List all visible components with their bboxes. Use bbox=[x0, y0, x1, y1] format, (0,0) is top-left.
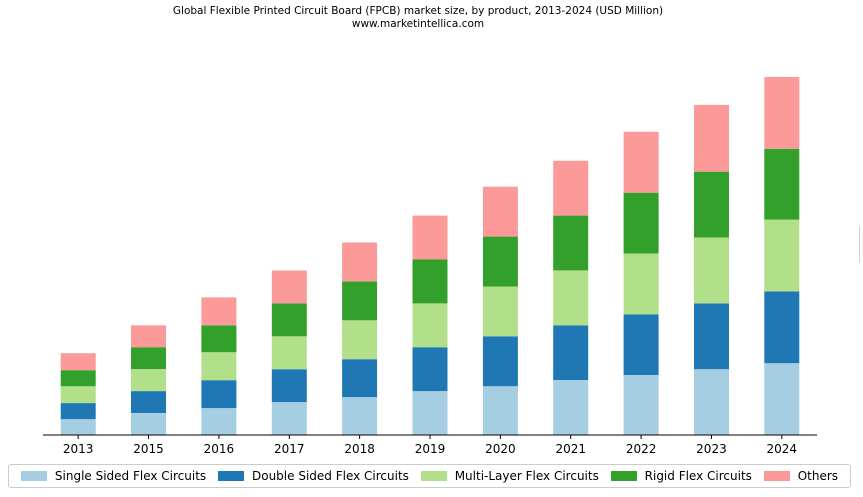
x-tick-label: 2020 bbox=[485, 442, 516, 456]
bar-segment-2023-5 bbox=[694, 104, 729, 172]
bar-segment-2022-3 bbox=[623, 253, 659, 315]
bar-segment-2019-5 bbox=[412, 215, 448, 260]
bar-segment-2019-1 bbox=[412, 391, 448, 435]
x-tick-label: 2016 bbox=[204, 442, 235, 456]
legend-label: Others bbox=[797, 469, 839, 483]
bar-segment-2021-4 bbox=[553, 215, 589, 271]
bar-segment-2013-4 bbox=[60, 370, 96, 387]
bar-segment-2017-5 bbox=[271, 270, 307, 304]
x-ticks-group: 2013 2015 2016 2017 2018 2019 2020 2021 2022 2023… bbox=[63, 435, 797, 456]
bar-segment-2015-4 bbox=[131, 347, 166, 370]
bar-segment-2023-1 bbox=[694, 369, 729, 435]
bar-segment-2017-2 bbox=[271, 369, 307, 403]
legend-item: Others bbox=[763, 469, 839, 483]
bar-segment-2023-2 bbox=[694, 303, 729, 370]
bar-segment-2015-3 bbox=[131, 369, 166, 392]
bar-segment-2022-2 bbox=[623, 314, 659, 376]
legend-label: Double Sided Flex Circuits bbox=[251, 469, 409, 483]
bar-segment-2015-5 bbox=[131, 325, 166, 348]
x-tick-label: 2021 bbox=[555, 442, 586, 456]
bar-segment-2013-2 bbox=[60, 403, 96, 420]
bar-segment-2013-1 bbox=[60, 419, 96, 435]
bar-segment-2019-3 bbox=[412, 303, 448, 348]
bar-segment-2016-4 bbox=[201, 325, 237, 353]
bar-segment-2017-1 bbox=[271, 402, 307, 435]
x-tick-label: 2017 bbox=[274, 442, 305, 456]
legend-swatch bbox=[610, 471, 637, 481]
x-tick-label: 2018 bbox=[344, 442, 375, 456]
bar-segment-2021-1 bbox=[553, 380, 589, 435]
bar-segment-2024-3 bbox=[764, 219, 800, 292]
bar-segment-2021-5 bbox=[553, 160, 589, 216]
bar-segment-2016-2 bbox=[201, 380, 237, 409]
legend-label: Single Sided Flex Circuits bbox=[54, 469, 207, 483]
bar-segment-2020-2 bbox=[482, 336, 518, 387]
bars-group bbox=[60, 77, 800, 435]
legend-swatch bbox=[20, 471, 47, 481]
legend-label: Rigid Flex Circuits bbox=[644, 469, 752, 483]
bar-segment-2018-4 bbox=[342, 281, 378, 321]
bar-segment-2024-2 bbox=[764, 291, 800, 364]
bar-segment-2016-3 bbox=[201, 352, 237, 381]
bar-segment-2017-4 bbox=[271, 303, 307, 337]
x-tick-label: 2024 bbox=[767, 442, 798, 456]
bar-segment-2021-2 bbox=[553, 325, 589, 381]
bar-segment-2016-5 bbox=[201, 297, 237, 326]
legend-item: Multi-Layer Flex Circuits bbox=[420, 469, 599, 483]
bar-segment-2015-2 bbox=[131, 391, 166, 413]
bar-segment-2023-4 bbox=[694, 171, 729, 238]
bar-segment-2015-1 bbox=[131, 413, 166, 435]
legend-swatch bbox=[420, 471, 447, 481]
legend-item: Single Sided Flex Circuits bbox=[20, 469, 207, 483]
legend-item: Double Sided Flex Circuits bbox=[217, 469, 409, 483]
bar-segment-2019-4 bbox=[412, 259, 448, 304]
bar-segment-2018-1 bbox=[342, 397, 378, 435]
bar-segment-2024-5 bbox=[764, 77, 800, 149]
bar-segment-2017-3 bbox=[271, 336, 307, 370]
bar-segment-2024-1 bbox=[764, 363, 800, 435]
bar-segment-2023-3 bbox=[694, 237, 729, 304]
bar-segment-2022-4 bbox=[623, 192, 659, 254]
legend-label: Multi-Layer Flex Circuits bbox=[454, 469, 599, 483]
bar-segment-2022-1 bbox=[623, 375, 659, 435]
bar-segment-2018-5 bbox=[342, 242, 378, 282]
bar-segment-2018-2 bbox=[342, 359, 378, 398]
bar-segment-2018-3 bbox=[342, 320, 378, 360]
x-tick-label: 2013 bbox=[63, 442, 94, 456]
x-tick-label: 2019 bbox=[415, 442, 446, 456]
chart-subtitle: www.marketintellica.com bbox=[351, 18, 485, 30]
chart-title-block: Global Flexible Printed Circuit Board (F… bbox=[0, 5, 836, 31]
chart-title: Global Flexible Printed Circuit Board (F… bbox=[172, 5, 664, 17]
bar-segment-2019-2 bbox=[412, 347, 448, 392]
x-tick-label: 2015 bbox=[133, 442, 164, 456]
edge-divider bbox=[859, 226, 860, 263]
x-tick-label: 2022 bbox=[626, 442, 657, 456]
legend-swatch bbox=[217, 471, 244, 481]
bar-segment-2020-1 bbox=[482, 386, 518, 435]
bar-segment-2013-5 bbox=[60, 353, 96, 371]
bar-segment-2020-5 bbox=[482, 186, 518, 237]
legend-item: Rigid Flex Circuits bbox=[610, 469, 752, 483]
legend-swatch bbox=[763, 471, 790, 481]
bar-segment-2020-3 bbox=[482, 286, 518, 337]
chart-legend: Single Sided Flex Circuits Double Sided F… bbox=[8, 464, 851, 488]
bar-segment-2022-5 bbox=[623, 131, 659, 193]
bar-segment-2024-4 bbox=[764, 148, 800, 220]
bar-segment-2021-3 bbox=[553, 270, 589, 326]
bar-segment-2020-4 bbox=[482, 236, 518, 287]
stacked-bar-chart: 2013 2015 2016 2017 2018 2019 2020 2021 2022 2023… bbox=[43, 77, 817, 456]
x-tick-label: 2023 bbox=[696, 442, 727, 456]
bar-segment-2013-3 bbox=[60, 386, 96, 404]
bar-segment-2016-1 bbox=[201, 408, 237, 435]
